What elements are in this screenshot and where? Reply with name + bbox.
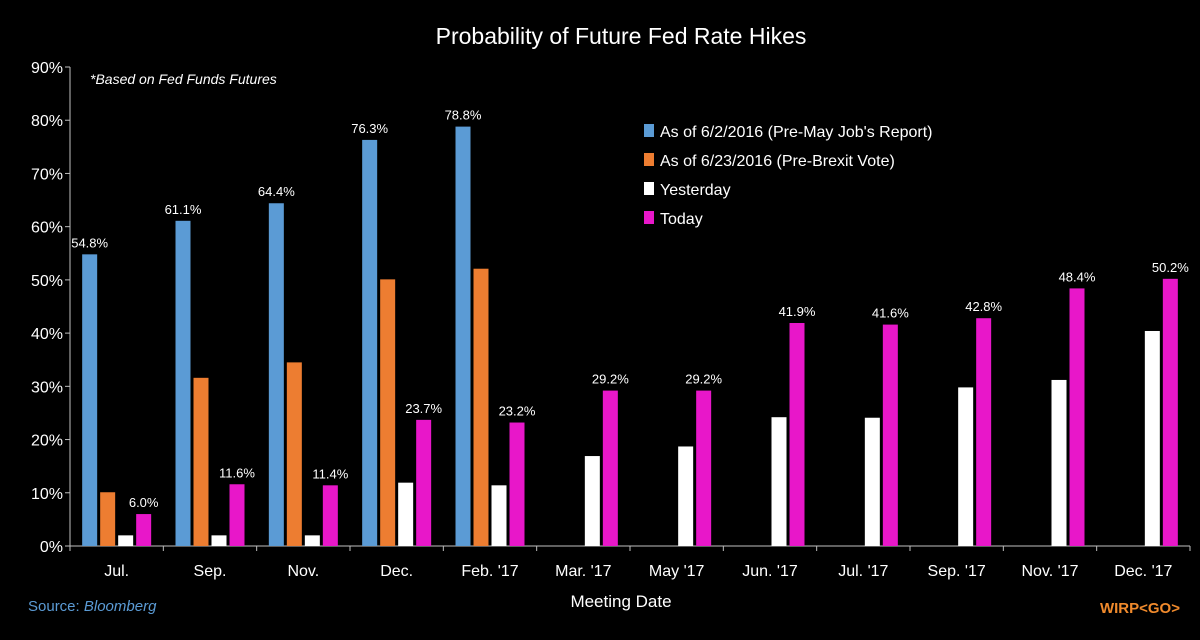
y-tick-label: 10% [31,486,63,503]
legend-label: As of 6/2/2016 (Pre-May Job's Report) [660,124,933,141]
bar [789,322,805,546]
bar [136,514,152,546]
bar [1051,379,1067,546]
x-axis-title: Meeting Date [570,592,671,611]
bar [286,362,302,546]
bar [322,485,338,546]
x-tick-label: Jul. '17 [838,563,888,580]
bar [864,417,880,546]
data-label: 41.6% [872,306,909,321]
x-tick-label: Mar. '17 [555,563,612,580]
bar [229,484,245,546]
bar [1069,288,1085,546]
bar [602,390,618,546]
bar [473,268,489,546]
data-label: 78.8% [445,108,482,123]
bar [82,254,98,546]
bar [696,390,712,546]
legend-swatch [644,153,654,166]
data-label: 76.3% [351,121,388,136]
data-label: 50.2% [1152,260,1189,275]
x-axis: Jul. Sep. Nov. Dec. Feb. '17 Mar. '17 May '17 J… [69,545,1191,580]
bar [398,482,414,546]
y-tick-label: 0% [40,539,63,556]
bar [509,422,525,546]
bar [193,377,209,546]
y-tick-label: 60% [31,220,63,237]
bar [958,387,974,546]
x-tick-label: Jul. [104,563,129,580]
bar [380,279,396,546]
data-label: 41.9% [779,304,816,319]
data-label: 11.6% [219,465,255,480]
legend-swatch [644,124,654,137]
bar [416,419,432,546]
legend-label: Yesterday [660,182,731,199]
data-label: 23.7% [405,401,442,416]
y-tick-label: 30% [31,379,63,396]
bar [882,324,898,546]
bar [1162,278,1178,546]
data-label-group: 54.8% 61.1% 64.4% 76.3% 78.8% 6.0% 11.6% 11.4% 2… [71,108,1189,510]
wirp-command-label: WIRP<GO> [1100,600,1180,617]
y-tick-label: 80% [31,113,63,130]
data-label: 42.8% [965,299,1002,314]
bar [771,417,787,546]
source-prefix: Source: [28,598,84,615]
bar [100,492,116,546]
bar [268,203,284,546]
bar [678,446,694,546]
y-tick-label: 70% [31,166,63,183]
bar [1144,330,1160,546]
bar [304,535,320,546]
y-tick-label: 40% [31,326,63,343]
x-tick-label: May '17 [649,563,705,580]
data-label: 64.4% [258,184,295,199]
source-name: Bloomberg [84,598,157,615]
y-axis: 0% 10% 20% 30% 40% 50% 60% 70% 80% 90% [31,60,71,556]
legend-swatch [644,182,654,195]
bar [455,126,471,546]
data-label: 6.0% [129,495,159,510]
bar [976,318,992,546]
x-tick-label: Dec. [380,563,413,580]
x-tick-label: Sep. '17 [928,563,986,580]
y-tick-label: 20% [31,433,63,450]
bar-series-group [82,126,1178,547]
data-label: 61.1% [165,202,202,217]
data-label: 48.4% [1059,269,1096,284]
source-note: Source: Bloomberg [28,598,157,615]
x-tick-label: Nov. [287,563,319,580]
legend-swatch [644,211,654,224]
x-tick-label: Dec. '17 [1114,563,1172,580]
data-label: 54.8% [71,235,108,250]
x-tick-label: Sep. [194,563,227,580]
data-label: 23.2% [499,404,536,419]
data-label: 29.2% [592,372,629,387]
bar [584,456,600,546]
chart-title: Probability of Future Fed Rate Hikes [436,23,807,49]
chart-subtitle: *Based on Fed Funds Futures [90,71,277,87]
data-label: 11.4% [312,466,348,481]
x-tick-label: Feb. '17 [461,563,518,580]
x-tick-label: Jun. '17 [742,563,798,580]
bar [211,535,227,546]
legend-label: Today [660,211,703,228]
bar [118,535,134,546]
bar [175,220,191,546]
data-label: 29.2% [685,372,722,387]
chart-legend: As of 6/2/2016 (Pre-May Job's Report) As … [644,124,933,228]
y-tick-label: 50% [31,273,63,290]
y-tick-label: 90% [31,60,63,77]
bar [491,485,507,546]
x-tick-label: Nov. '17 [1021,563,1078,580]
bar [362,139,378,547]
legend-label: As of 6/23/2016 (Pre-Brexit Vote) [660,153,895,170]
